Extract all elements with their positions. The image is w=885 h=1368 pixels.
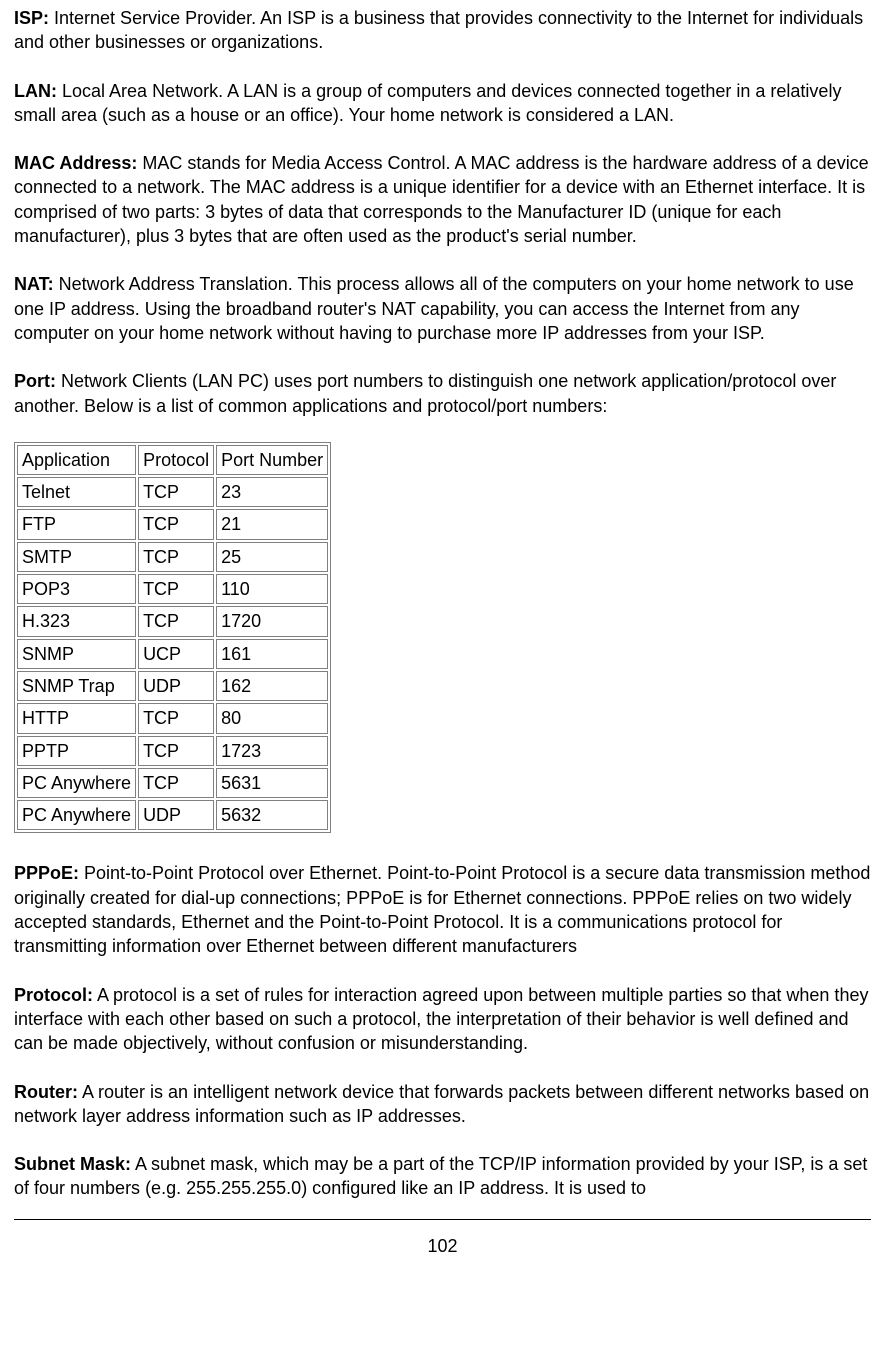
glossary-entry-mac: MAC Address: MAC stands for Media Access… bbox=[14, 151, 871, 248]
cell: TCP bbox=[138, 768, 214, 798]
table-header-row: Application Protocol Port Number bbox=[17, 445, 328, 475]
cell: UDP bbox=[138, 671, 214, 701]
def-lan: Local Area Network. A LAN is a group of … bbox=[14, 81, 841, 125]
cell: TCP bbox=[138, 542, 214, 572]
table-row: SMTP TCP 25 bbox=[17, 542, 328, 572]
cell: H.323 bbox=[17, 606, 136, 636]
table-row: SNMP UCP 161 bbox=[17, 639, 328, 669]
th-application: Application bbox=[17, 445, 136, 475]
page-footer: 102 bbox=[14, 1219, 871, 1258]
term-protocol: Protocol: bbox=[14, 985, 93, 1005]
term-lan: LAN: bbox=[14, 81, 57, 101]
cell: TCP bbox=[138, 703, 214, 733]
def-subnet: A subnet mask, which may be a part of th… bbox=[14, 1154, 867, 1198]
table-row: PC Anywhere TCP 5631 bbox=[17, 768, 328, 798]
def-isp: Internet Service Provider. An ISP is a b… bbox=[14, 8, 863, 52]
th-protocol: Protocol bbox=[138, 445, 214, 475]
cell: TCP bbox=[138, 606, 214, 636]
def-pppoe: Point-to-Point Protocol over Ethernet. P… bbox=[14, 863, 870, 956]
table-row: FTP TCP 21 bbox=[17, 509, 328, 539]
glossary-entry-pppoe: PPPoE: Point-to-Point Protocol over Ethe… bbox=[14, 861, 871, 958]
cell: 1723 bbox=[216, 736, 328, 766]
cell: 161 bbox=[216, 639, 328, 669]
def-router: A router is an intelligent network devic… bbox=[14, 1082, 869, 1126]
cell: 23 bbox=[216, 477, 328, 507]
term-isp: ISP: bbox=[14, 8, 49, 28]
cell: 21 bbox=[216, 509, 328, 539]
cell: TCP bbox=[138, 477, 214, 507]
glossary-entry-lan: LAN: Local Area Network. A LAN is a grou… bbox=[14, 79, 871, 128]
cell: HTTP bbox=[17, 703, 136, 733]
glossary-entry-router: Router: A router is an intelligent netwo… bbox=[14, 1080, 871, 1129]
table-row: POP3 TCP 110 bbox=[17, 574, 328, 604]
glossary-entry-protocol: Protocol: A protocol is a set of rules f… bbox=[14, 983, 871, 1056]
cell: 25 bbox=[216, 542, 328, 572]
cell: POP3 bbox=[17, 574, 136, 604]
cell: UCP bbox=[138, 639, 214, 669]
table-row: SNMP Trap UDP 162 bbox=[17, 671, 328, 701]
cell: Telnet bbox=[17, 477, 136, 507]
cell: 110 bbox=[216, 574, 328, 604]
cell: SMTP bbox=[17, 542, 136, 572]
def-protocol: A protocol is a set of rules for interac… bbox=[14, 985, 868, 1054]
term-port: Port: bbox=[14, 371, 56, 391]
term-pppoe: PPPoE: bbox=[14, 863, 79, 883]
cell: 5631 bbox=[216, 768, 328, 798]
term-mac: MAC Address: bbox=[14, 153, 137, 173]
glossary-entry-nat: NAT: Network Address Translation. This p… bbox=[14, 272, 871, 345]
cell: TCP bbox=[138, 509, 214, 539]
table-row: HTTP TCP 80 bbox=[17, 703, 328, 733]
glossary-entry-subnet: Subnet Mask: A subnet mask, which may be… bbox=[14, 1152, 871, 1201]
cell: PPTP bbox=[17, 736, 136, 766]
cell: 162 bbox=[216, 671, 328, 701]
term-router: Router: bbox=[14, 1082, 78, 1102]
table-row: H.323 TCP 1720 bbox=[17, 606, 328, 636]
def-port: Network Clients (LAN PC) uses port numbe… bbox=[14, 371, 836, 415]
cell: FTP bbox=[17, 509, 136, 539]
th-port-number: Port Number bbox=[216, 445, 328, 475]
cell: 1720 bbox=[216, 606, 328, 636]
glossary-entry-port: Port: Network Clients (LAN PC) uses port… bbox=[14, 369, 871, 418]
def-nat: Network Address Translation. This proces… bbox=[14, 274, 854, 343]
page-number: 102 bbox=[427, 1236, 457, 1256]
table-row: PC Anywhere UDP 5632 bbox=[17, 800, 328, 830]
def-mac: MAC stands for Media Access Control. A M… bbox=[14, 153, 869, 246]
glossary-entry-isp: ISP: Internet Service Provider. An ISP i… bbox=[14, 6, 871, 55]
cell: PC Anywhere bbox=[17, 768, 136, 798]
table-row: Telnet TCP 23 bbox=[17, 477, 328, 507]
cell: PC Anywhere bbox=[17, 800, 136, 830]
cell: 5632 bbox=[216, 800, 328, 830]
term-nat: NAT: bbox=[14, 274, 54, 294]
table-row: PPTP TCP 1723 bbox=[17, 736, 328, 766]
cell: TCP bbox=[138, 736, 214, 766]
cell: SNMP Trap bbox=[17, 671, 136, 701]
port-table: Application Protocol Port Number Telnet … bbox=[14, 442, 331, 834]
cell: 80 bbox=[216, 703, 328, 733]
cell: UDP bbox=[138, 800, 214, 830]
cell: TCP bbox=[138, 574, 214, 604]
term-subnet: Subnet Mask: bbox=[14, 1154, 131, 1174]
cell: SNMP bbox=[17, 639, 136, 669]
